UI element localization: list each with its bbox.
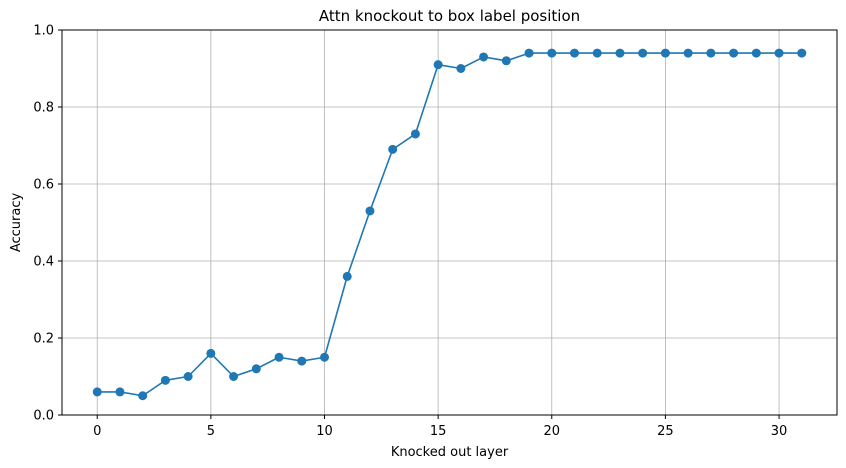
data-point (115, 387, 125, 397)
data-point (160, 375, 170, 385)
data-point (660, 48, 670, 58)
data-point (138, 391, 148, 401)
data-point (229, 372, 239, 381)
series-line (97, 52, 802, 397)
y-tick-label: 0.2 (33, 332, 54, 347)
data-point (388, 144, 398, 154)
data-point (92, 387, 102, 397)
x-axis-label: Knocked out layer (391, 445, 509, 460)
data-point (797, 48, 807, 58)
x-tick-label: 20 (543, 424, 560, 439)
data-point (638, 48, 648, 58)
x-tick-label: 5 (207, 424, 215, 439)
x-tick-label: 30 (771, 424, 788, 439)
data-point (592, 48, 602, 58)
data-point (320, 352, 329, 362)
y-tick-label: 0.0 (33, 409, 54, 424)
data-point (274, 352, 284, 362)
data-point (206, 348, 216, 358)
data-point (751, 48, 761, 58)
y-tick-label: 0.8 (33, 101, 54, 116)
data-point (297, 356, 307, 366)
axis-ticks: 0 5 10 15 20 25 30 0.0 0.2 0.4 0.6 0.8 1.0 (33, 24, 787, 440)
x-tick-label: 25 (657, 424, 674, 439)
data-point (729, 48, 739, 58)
data-point (774, 48, 784, 58)
data-point (524, 48, 534, 58)
data-point (365, 206, 375, 216)
data-point (342, 271, 352, 281)
y-axis-label: Accuracy (9, 193, 24, 253)
data-point (433, 60, 443, 70)
x-tick-label: 10 (316, 424, 333, 439)
chart-title: Attn knockout to box label position (319, 7, 580, 25)
plot-frame (61, 29, 838, 416)
data-point (706, 48, 716, 58)
data-point (547, 48, 557, 58)
data-point (456, 64, 466, 73)
data-point (410, 129, 420, 139)
data-point (251, 364, 261, 374)
x-tick-label: 15 (430, 424, 447, 439)
y-tick-label: 0.4 (33, 255, 54, 270)
y-tick-label: 1.0 (33, 24, 54, 39)
data-point (501, 56, 511, 66)
y-tick-label: 0.6 (33, 178, 54, 193)
data-point (570, 48, 579, 58)
data-point (183, 372, 193, 381)
data-point (615, 48, 625, 58)
series-line-layer (92, 48, 807, 401)
data-point (479, 52, 489, 62)
data-point (683, 48, 693, 58)
x-tick-label: 0 (93, 424, 101, 439)
grid (62, 29, 837, 416)
